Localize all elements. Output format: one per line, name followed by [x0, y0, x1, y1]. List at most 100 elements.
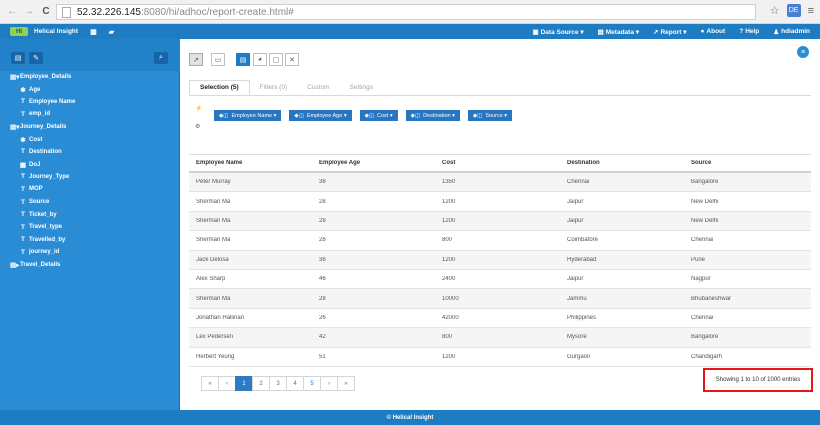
table-cell: 1200	[442, 198, 456, 205]
menu-report[interactable]: ↗ Report ▾	[653, 28, 687, 36]
table-cell: Herbert Yeung	[196, 353, 235, 360]
tree-column-node[interactable]: T Employee Name	[19, 98, 75, 105]
last-page-button[interactable]: »	[337, 376, 355, 391]
tree-node-label: Ticket_by	[29, 211, 57, 218]
table-cell: 28	[319, 295, 326, 302]
table-row: Sherman Ma 28 1200 Jaipur New Delhi	[189, 192, 811, 212]
numeric-icon: ✱	[20, 86, 26, 94]
field-destination[interactable]: ◆◫ Destination ▾	[405, 110, 460, 121]
table-row: Sherman Ma 28 1200 Jaipur New Delhi	[189, 211, 811, 232]
menu-about[interactable]: ● About	[700, 28, 726, 35]
settings-icon[interactable]: ⚙	[195, 124, 201, 130]
browser-menu-icon[interactable]: ≡	[807, 4, 814, 17]
field-source[interactable]: ◆◫ Source ▾	[467, 110, 513, 121]
field-employee-name[interactable]: ◆◫ Employee Name ▾	[214, 110, 282, 121]
tree-column-node[interactable]: ▦ DoJ	[19, 161, 40, 169]
table-cell: 800	[442, 334, 453, 341]
field-employee-age[interactable]: ◆◫ Employee Age ▾	[289, 110, 352, 121]
table-row: Alex Sharp 46 2400 Jaipur Nagpur	[189, 270, 811, 290]
table-cell: 42000	[442, 314, 459, 321]
tree-node-label: DoJ	[29, 161, 41, 168]
column-header[interactable]: Employee Age	[319, 160, 361, 166]
options-menu-icon[interactable]: ≡	[797, 46, 809, 58]
bar-chart-tool[interactable]: ▭	[211, 53, 225, 66]
column-header[interactable]: Employee Name	[196, 160, 243, 166]
table-cell: New Delhi	[691, 217, 719, 224]
list-icon[interactable]: ▤	[11, 52, 25, 64]
pie-chart-tool[interactable]: ◕	[253, 53, 267, 66]
tree-node-label: Employee Name	[29, 98, 76, 105]
tree-column-node[interactable]: T Travelled_by	[19, 236, 65, 243]
column-header[interactable]: Source	[691, 160, 712, 166]
export-tool[interactable]: ▢	[269, 53, 283, 66]
column-header[interactable]: Destination	[567, 160, 600, 166]
table-cell: Sherman Ma	[196, 217, 231, 224]
tree-column-node[interactable]: T MOP	[19, 186, 43, 193]
table-view-tool[interactable]: ▤	[236, 53, 250, 66]
tab-custom[interactable]: Custom	[307, 84, 330, 91]
tree-column-node[interactable]: ✱ Cost	[19, 136, 42, 144]
report-icon: ↗	[653, 28, 659, 36]
tree-column-node[interactable]: T Ticket_by	[19, 211, 57, 218]
crosstab-tool[interactable]: ✕	[285, 53, 299, 66]
tree-column-node[interactable]: T Travel_type	[19, 224, 62, 231]
table-cell: 28	[319, 237, 326, 244]
page-4-button[interactable]: 4	[286, 376, 304, 391]
address-bar[interactable]: 52.32.226.145:8080/hi/adhoc/report-creat…	[56, 4, 756, 20]
table-cell: Lex Pedersen	[196, 334, 234, 341]
text-type-icon: T	[21, 98, 25, 106]
forward-icon[interactable]: →	[24, 6, 34, 17]
tab-settings[interactable]: Settings	[349, 84, 374, 91]
table-cell: 1200	[442, 217, 456, 224]
info-icon: ●	[700, 28, 705, 35]
tree-column-node[interactable]: ✱ Age	[19, 86, 40, 94]
menu-help[interactable]: ? Help	[739, 28, 760, 35]
metadata-sidebar: ▤ ✎ ⌕ ▤▾ Employee_Details ✱ Age T Employee Na…	[0, 39, 180, 410]
tab-selection[interactable]: Selection (5)	[189, 80, 250, 95]
page-3-button[interactable]: 3	[269, 376, 287, 391]
tree-table-node[interactable]: ▤▸ Travel_Details	[10, 261, 60, 269]
tree-column-node[interactable]: T Journey_Type	[19, 173, 69, 180]
tree-column-node[interactable]: T Source	[19, 199, 49, 206]
edit-icon[interactable]: ✎	[29, 52, 43, 64]
page-2-button[interactable]: 2	[252, 376, 270, 391]
tree-node-label: Journey_Type	[29, 173, 70, 180]
tab-filters[interactable]: Filters (0)	[259, 84, 288, 91]
tree-table-node[interactable]: ▤▾ Employee_Details	[10, 73, 71, 81]
tree-node-label: Employee_Details	[20, 74, 72, 80]
page-1-button[interactable]: 1	[235, 376, 253, 391]
tree-column-node[interactable]: T Destination	[19, 148, 62, 155]
brand-name[interactable]: Helical Insight	[34, 28, 79, 35]
page-5-button[interactable]: 5	[303, 376, 321, 391]
folder-icon[interactable]: ▰	[108, 28, 115, 36]
extension-icon[interactable]: DE	[786, 4, 801, 17]
browser-toolbar: ← → C 52.32.226.145:8080/hi/adhoc/report…	[0, 0, 820, 24]
table-cell: Jaipur	[567, 217, 584, 224]
reload-icon[interactable]: C	[42, 6, 50, 17]
text-type-icon: T	[21, 148, 25, 156]
lightning-icon[interactable]: ⚡	[195, 106, 203, 112]
menu-metadata[interactable]: ▤ Metadata ▾	[597, 28, 640, 36]
table-cell: Bangalore	[691, 334, 719, 341]
line-chart-tool[interactable]: ↗	[189, 53, 203, 66]
prev-page-button[interactable]: ‹	[218, 376, 236, 391]
back-icon[interactable]: ←	[7, 6, 17, 17]
field-cost[interactable]: ◆◫ Cost ▾	[359, 110, 398, 121]
table-cell: 2400	[442, 276, 456, 283]
table-cell: 51	[319, 353, 326, 360]
tree-table-node[interactable]: ▤▾ Journey_Details	[10, 123, 66, 131]
field-type-icon: ◆◫	[364, 112, 375, 119]
next-page-button[interactable]: ›	[320, 376, 338, 391]
database-icon: ▣	[532, 28, 539, 36]
menu-data-source[interactable]: ▣ Data Source ▾	[532, 28, 584, 36]
column-header[interactable]: Cost	[442, 160, 456, 166]
bookmark-star-icon[interactable]: ☆	[769, 5, 780, 17]
tree-node-label: Travel_type	[29, 224, 63, 231]
menu-user[interactable]: ♟ hdiadmin	[773, 28, 810, 36]
search-icon[interactable]: ⌕	[154, 52, 168, 64]
grid-icon[interactable]: ▦	[90, 28, 97, 36]
first-page-button[interactable]: «	[201, 376, 219, 391]
table-row: Peter Murray 38 1350 Chennai Bangalore	[189, 173, 811, 193]
